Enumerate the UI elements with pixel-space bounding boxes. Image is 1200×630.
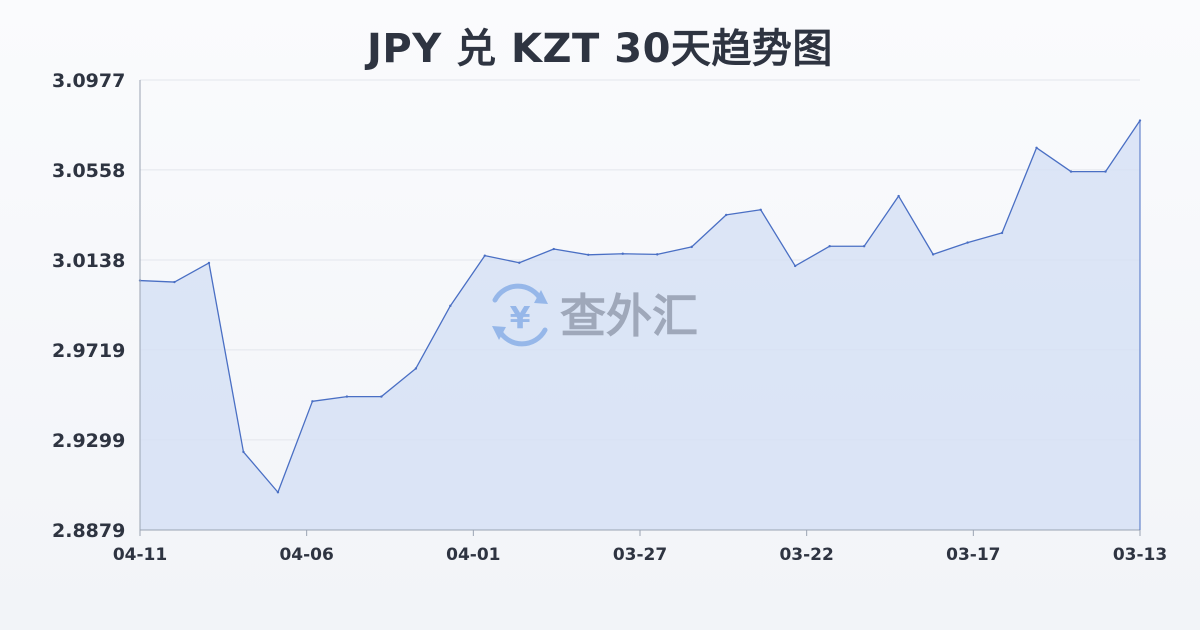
data-point	[449, 304, 452, 308]
x-tick-labels: 04-11 04-06 04-01 03-27 03-22 03-17 03-13	[113, 545, 1167, 565]
data-point	[483, 254, 487, 257]
x-tick-label: 03-27	[613, 545, 667, 565]
axes	[139, 80, 1141, 536]
data-point	[552, 247, 555, 251]
data-point	[862, 245, 866, 248]
data-point	[828, 245, 831, 248]
data-point	[1035, 146, 1038, 149]
yen-exchange-icon: ¥	[492, 283, 548, 347]
data-point	[173, 280, 176, 284]
data-point	[1104, 170, 1107, 173]
data-point	[345, 395, 349, 398]
svg-text:¥: ¥	[510, 301, 531, 336]
data-point	[966, 241, 969, 244]
data-point	[759, 208, 762, 211]
data-point	[1069, 170, 1073, 173]
data-point	[380, 395, 383, 398]
data-point	[276, 491, 280, 494]
data-point	[311, 400, 314, 403]
x-tick-label: 03-13	[1113, 545, 1167, 565]
area-fill	[140, 120, 1140, 530]
data-point	[931, 253, 935, 256]
series-line	[139, 120, 1141, 493]
x-tick-label: 04-06	[279, 545, 333, 565]
data-point	[897, 194, 900, 198]
x-tick-label: 03-17	[946, 545, 1000, 565]
x-tick-label: 04-11	[113, 545, 167, 565]
y-tick-label: 3.0977	[52, 70, 125, 92]
y-tick-label: 2.9299	[52, 430, 125, 452]
data-point	[207, 261, 211, 265]
y-tick-label: 2.9719	[52, 340, 125, 362]
data-point	[656, 253, 659, 256]
data-point	[518, 261, 521, 264]
watermark: ¥ 查外汇	[492, 283, 698, 347]
y-tick-label: 3.0558	[52, 160, 125, 182]
chart-title: JPY 兑 KZT 30天趋势图	[367, 26, 833, 72]
data-point	[725, 213, 728, 217]
y-tick-labels: 3.0977 3.0558 3.0138 2.9719 2.9299 2.8879	[52, 70, 125, 542]
area-series	[138, 119, 1142, 530]
x-tick-label: 04-01	[446, 545, 500, 565]
y-tick-label: 2.8879	[52, 520, 125, 542]
y-tick-label: 3.0138	[52, 250, 125, 272]
x-tick-label: 03-22	[779, 545, 833, 565]
data-point	[690, 245, 693, 249]
data-point	[1000, 231, 1004, 235]
watermark-text: 查外汇	[560, 289, 698, 343]
data-point	[793, 264, 797, 268]
data-point	[414, 367, 418, 370]
data-point	[242, 450, 245, 454]
data-point	[587, 253, 590, 257]
data-point	[621, 252, 624, 255]
